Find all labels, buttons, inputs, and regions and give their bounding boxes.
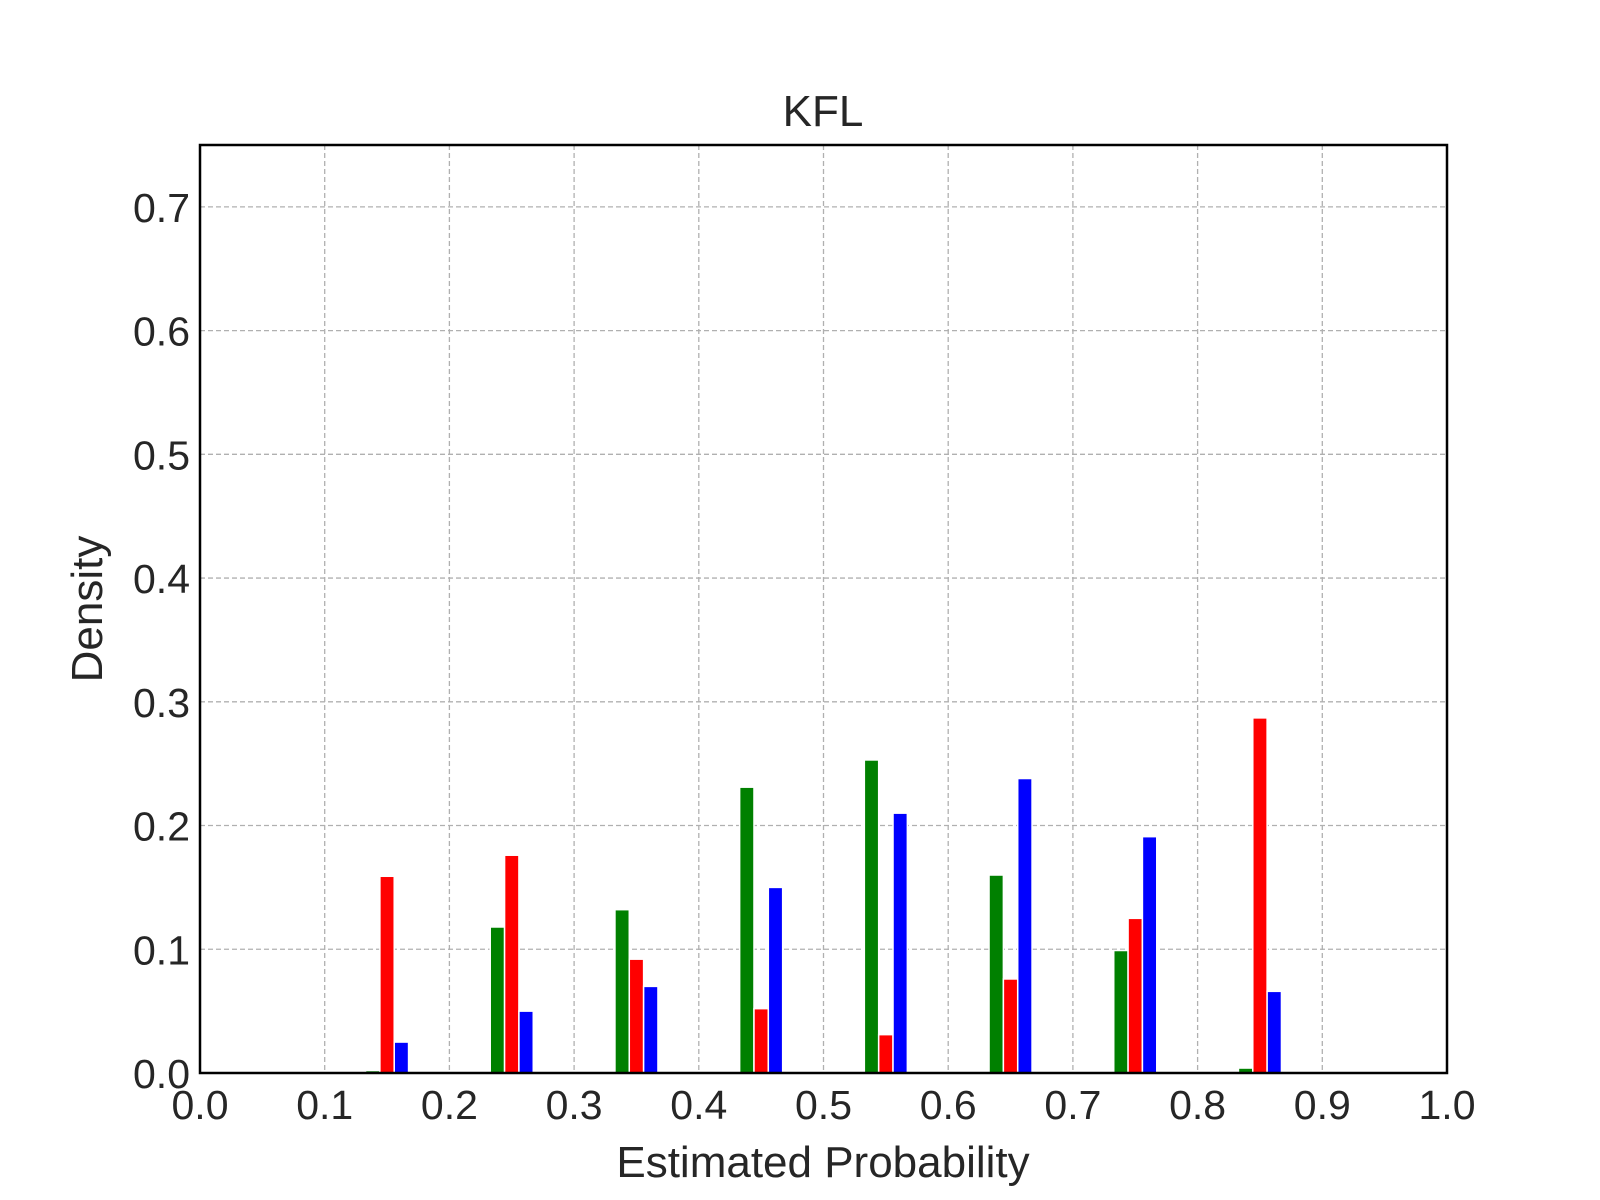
bar-series2-bin3 xyxy=(628,958,645,1074)
x-tick-label: 0.6 xyxy=(920,1082,977,1128)
bar-series3-bin3 xyxy=(642,985,659,1074)
bar-series2-bin6 xyxy=(1002,978,1019,1074)
x-tick-label: 0.1 xyxy=(296,1082,353,1128)
x-tick-label: 0.0 xyxy=(172,1082,229,1128)
x-tick-label: 0.4 xyxy=(670,1082,727,1128)
y-tick-label: 0.5 xyxy=(133,432,190,478)
bar-series2-bin2 xyxy=(503,854,520,1074)
bar-series1-bin5 xyxy=(863,759,880,1074)
bar-series2-bin1 xyxy=(379,875,395,1074)
x-tick-label: 0.8 xyxy=(1169,1082,1226,1128)
bar-series1-bin7 xyxy=(1112,949,1129,1074)
bar-series1-bin2 xyxy=(489,926,506,1074)
bar-series3-bin5 xyxy=(892,812,909,1074)
y-tick-label: 0.6 xyxy=(133,309,190,355)
bar-series3-bin7 xyxy=(1141,835,1158,1074)
x-axis-label: Estimated Probability xyxy=(616,1138,1029,1187)
y-tick-labels: 0.0 0.1 0.2 0.3 0.4 0.5 0.6 0.7 xyxy=(133,185,190,1097)
x-tick-label: 0.2 xyxy=(421,1082,478,1128)
plot-frame xyxy=(198,143,1449,1075)
x-tick-label: 0.3 xyxy=(546,1082,603,1128)
x-tick-label: 1.0 xyxy=(1419,1082,1476,1128)
grid xyxy=(200,145,1447,1073)
bar-series3-bin4 xyxy=(767,886,784,1074)
bar-series2-bin8 xyxy=(1252,717,1268,1074)
y-tick-label: 0.7 xyxy=(133,185,190,231)
bar-series2-bin5 xyxy=(877,1033,894,1074)
bar-series3-bin1 xyxy=(393,1041,410,1074)
bar-series1-bin6 xyxy=(988,874,1005,1074)
x-tick-label: 0.5 xyxy=(795,1082,852,1128)
y-tick-label: 0.0 xyxy=(133,1051,190,1097)
bar-series3-bin2 xyxy=(518,1010,535,1074)
x-tick-label: 0.9 xyxy=(1294,1082,1351,1128)
chart-title: KFL xyxy=(783,87,864,136)
bar-series2-bin4 xyxy=(753,1007,770,1074)
y-axis-label: Density xyxy=(63,536,112,683)
x-tick-label: 0.7 xyxy=(1044,1082,1101,1128)
x-tick-labels: 0.0 0.1 0.2 0.3 0.4 0.5 0.6 0.7 0.8 0.9 1.0 xyxy=(172,1082,1476,1128)
bars xyxy=(364,717,1283,1074)
y-tick-label: 0.3 xyxy=(133,680,190,726)
bar-series3-bin8 xyxy=(1266,990,1283,1074)
y-tick-label: 0.2 xyxy=(133,804,190,850)
bar-series2-bin7 xyxy=(1127,917,1144,1074)
y-tick-label: 0.1 xyxy=(133,927,190,973)
bar-series1-bin4 xyxy=(738,786,755,1074)
y-tick-label: 0.4 xyxy=(133,556,190,602)
bar-series1-bin3 xyxy=(614,908,631,1074)
bar-series3-bin6 xyxy=(1016,777,1033,1074)
